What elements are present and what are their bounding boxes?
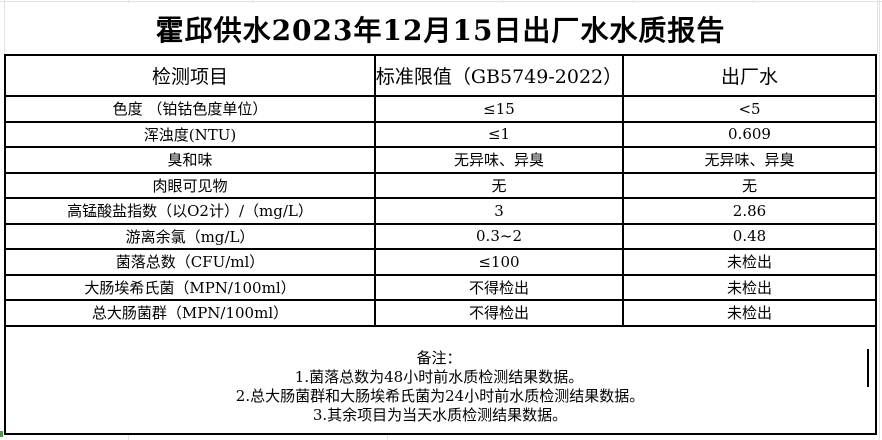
item-cell: 肉眼可见物	[6, 173, 376, 197]
limit-cell: 不得检出	[376, 275, 624, 299]
value-cell: 无异味、异臭	[704, 151, 795, 170]
gridline	[753, 0, 754, 3]
limit-cell: 3	[376, 199, 624, 223]
gridline	[0, 1, 882, 2]
value-cell: 2.86	[732, 201, 767, 220]
table-row: 菌落总数（CFU/ml） ≤100 未检出	[6, 250, 875, 276]
value-cell: <5	[738, 99, 761, 118]
gridline	[633, 0, 634, 3]
gridline	[4, 0, 5, 53]
report-table: 检测项目 标准限值（GB5749-2022） 出厂水 色度 （铂钴色度单位） ≤…	[4, 54, 877, 435]
limit-cell: 无	[376, 173, 624, 197]
header-outflow: 出厂水	[720, 66, 778, 88]
notes-label: 备注：	[11, 348, 869, 368]
sheet-corner-marker	[0, 431, 3, 437]
notes-section: 备注： 1.菌落总数为48小时前水质检测结果数据。 2.总大肠菌群和大肠埃希氏菌…	[6, 327, 875, 433]
gridline	[128, 435, 129, 440]
header-limit: 标准限值（GB5749-2022）	[376, 56, 624, 95]
limit-cell: ≤15	[376, 97, 624, 121]
gridline	[128, 0, 129, 3]
table-row: 大肠埃希氏菌（MPN/100ml） 不得检出 未检出	[6, 275, 875, 301]
item-cell: 游离余氯（mg/L）	[6, 224, 376, 248]
table-row: 色度 （铂钴色度单位） ≤15 <5	[6, 97, 875, 123]
limit-cell: 不得检出	[376, 301, 624, 325]
item-cell: 总大肠菌群（MPN/100ml）	[6, 301, 376, 325]
limit-cell: 0.3~2	[376, 224, 624, 248]
header-item: 检测项目	[6, 56, 376, 95]
table-row: 肉眼可见物 无 无	[6, 173, 875, 199]
item-cell: 高锰酸盐指数（以O2计）/（mg/L）	[6, 199, 376, 223]
limit-cell: ≤1	[376, 122, 624, 146]
table-row: 高锰酸盐指数（以O2计）/（mg/L） 3 2.86	[6, 199, 875, 225]
value-cell: 未检出	[726, 278, 772, 297]
value-cell: 未检出	[726, 253, 772, 272]
value-cell: 0.609	[728, 125, 771, 144]
table-row: 游离余氯（mg/L） 0.3~2 0.48	[6, 224, 875, 250]
gridline	[252, 0, 253, 3]
gridline	[879, 0, 880, 440]
value-cell: 未检出	[726, 304, 772, 323]
note-line: 3.其余项目为当天水质检测结果数据。	[312, 405, 568, 424]
item-cell: 臭和味	[6, 148, 376, 172]
gridline	[502, 0, 503, 3]
item-cell: 大肠埃希氏菌（MPN/100ml）	[6, 275, 376, 299]
item-cell: 浑浊度(NTU)	[6, 122, 376, 146]
note-line: 2.总大肠菌群和大肠埃希氏菌为24小时前水质检测结果数据。	[235, 386, 645, 405]
gridline	[877, 0, 878, 53]
table-row: 浑浊度(NTU) ≤1 0.609	[6, 122, 875, 148]
gridline	[387, 435, 388, 440]
note-line: 1.菌落总数为48小时前水质检测结果数据。	[11, 367, 869, 387]
table-row: 总大肠菌群（MPN/100ml） 不得检出 未检出	[6, 301, 875, 327]
value-cell: 无	[741, 176, 757, 195]
limit-cell: ≤100	[376, 250, 624, 274]
item-cell: 菌落总数（CFU/ml）	[6, 250, 376, 274]
table-header-row: 检测项目 标准限值（GB5749-2022） 出厂水	[6, 56, 875, 97]
limit-cell: 无异味、异臭	[376, 148, 624, 172]
report-title: 霍邱供水2023年12月15日出厂水水质报告	[155, 13, 726, 47]
value-cell: 0.48	[732, 227, 767, 246]
table-row: 臭和味 无异味、异臭 无异味、异臭	[6, 148, 875, 174]
item-cell: 色度 （铂钴色度单位）	[6, 97, 376, 121]
